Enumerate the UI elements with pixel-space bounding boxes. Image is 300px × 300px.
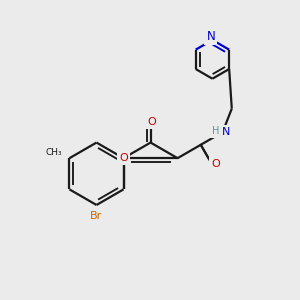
Text: O: O xyxy=(148,117,156,127)
Text: O: O xyxy=(119,153,128,163)
Text: N: N xyxy=(207,30,215,43)
Text: O: O xyxy=(211,159,220,169)
Text: Br: Br xyxy=(90,211,103,221)
Text: H: H xyxy=(212,126,220,136)
Text: N: N xyxy=(222,127,230,137)
Text: CH₃: CH₃ xyxy=(46,148,62,157)
